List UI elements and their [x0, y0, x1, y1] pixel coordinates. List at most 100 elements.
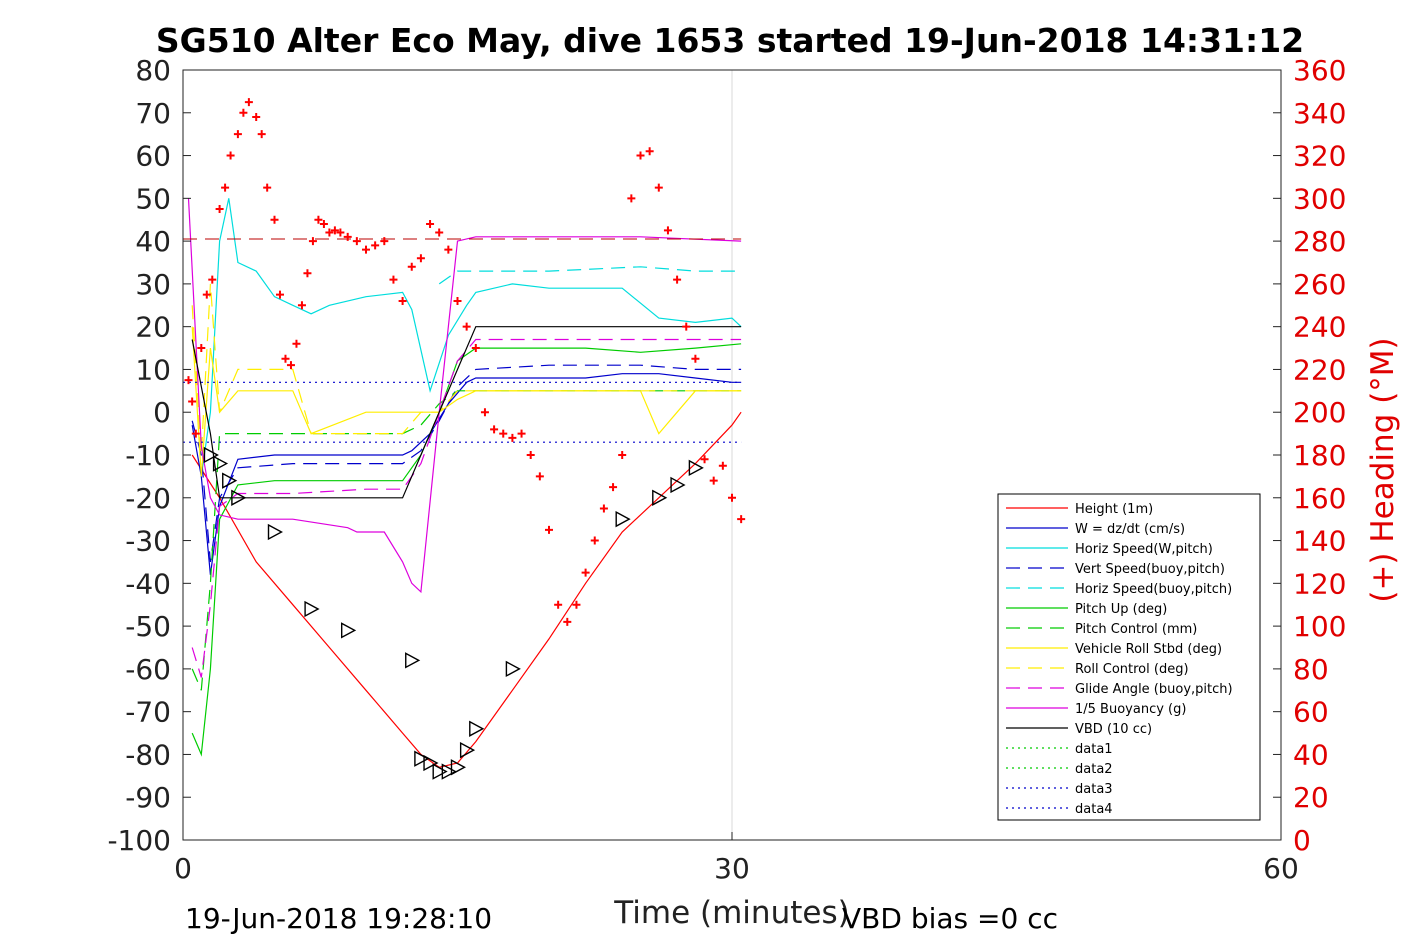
y2-tick-label: 200: [1293, 396, 1346, 429]
heading-marker: [581, 568, 590, 577]
heading-marker: [330, 226, 339, 235]
x-axis: 0 30 60: [174, 832, 1299, 885]
y-tick-label: -60: [125, 653, 171, 686]
x-tick-label: 30: [714, 852, 750, 885]
heading-marker: [352, 237, 361, 246]
footer-vbd-bias: VBD bias =0 cc: [842, 902, 1058, 935]
legend-label: Roll Control (deg): [1075, 662, 1189, 677]
heading-marker: [490, 425, 499, 434]
y2-tick-label: 340: [1293, 97, 1346, 130]
y-tick-label: -10: [125, 439, 171, 472]
heading-marker: [471, 344, 480, 353]
heading-marker: [281, 354, 290, 363]
y2-tick-label: 0: [1293, 824, 1311, 857]
heading-marks: [184, 98, 746, 626]
y2-tick-label: 120: [1293, 567, 1346, 600]
heading-marker: [257, 130, 266, 139]
triangle-marker: [341, 622, 357, 639]
y-tick-label: -50: [125, 610, 171, 643]
y-tick-label: -80: [125, 738, 171, 771]
legend-label: W = dz/dt (cm/s): [1075, 522, 1185, 537]
y2-tick-label: 160: [1293, 482, 1346, 515]
y-tick-label: -70: [125, 696, 171, 729]
y-tick-label: -20: [125, 482, 171, 515]
legend-label: Horiz Speed(buoy,pitch): [1075, 582, 1232, 597]
legend-label: Horiz Speed(W,pitch): [1075, 542, 1213, 557]
legend-label: data4: [1075, 802, 1113, 817]
triangle-marker: [670, 476, 686, 494]
legend-label: Pitch Control (mm): [1075, 622, 1197, 637]
y2-tick-label: 220: [1293, 353, 1346, 386]
heading-marker: [572, 600, 581, 609]
heading-marker: [184, 376, 193, 385]
series-line-2: [200, 198, 742, 477]
triangle-marker: [459, 741, 476, 759]
triangle-marker: [423, 754, 439, 772]
series-line-8: [191, 283, 742, 456]
y2-tick-label: 60: [1293, 696, 1329, 729]
legend-label: 1/5 Buoyancy (g): [1075, 702, 1186, 717]
heading-marker: [325, 228, 334, 237]
heading-marker: [728, 493, 736, 502]
heading-marker: [221, 183, 230, 192]
heading-marker: [252, 113, 261, 122]
triangle-marker: [304, 600, 320, 618]
y-tick-label: -30: [125, 525, 171, 558]
y2-tick-label: 320: [1293, 140, 1346, 173]
legend-label: VBD (10 cc): [1075, 722, 1152, 737]
heading-marker: [380, 237, 389, 246]
y-tick-label: -90: [125, 781, 171, 814]
y2-tick-label: 280: [1293, 225, 1346, 258]
heading-marker: [416, 254, 425, 263]
heading-marker: [508, 433, 517, 442]
heading-marker: [517, 429, 526, 438]
heading-marker: [314, 215, 323, 224]
y2-tick-label: 140: [1293, 525, 1346, 558]
heading-marker: [563, 617, 572, 626]
y-tick-label: 70: [135, 97, 171, 130]
y2-tick-label: 20: [1293, 781, 1329, 814]
heading-marker: [292, 339, 301, 348]
heading-marker: [343, 232, 352, 241]
x-tick-label: 60: [1263, 852, 1299, 885]
triangle-marker: [652, 489, 668, 506]
heading-marker: [297, 301, 306, 310]
heading-marker: [691, 354, 700, 363]
legend-label: data1: [1075, 742, 1113, 757]
heading-marker: [453, 297, 462, 305]
y-tick-label: -100: [107, 824, 171, 857]
x-tick-label: 0: [174, 852, 192, 885]
heading-marker: [709, 476, 718, 485]
x-axis-label: Time (minutes): [613, 895, 849, 931]
series-line-11: [191, 326, 742, 499]
heading-marker: [554, 600, 563, 609]
heading-marker: [526, 451, 535, 459]
triangle-marker: [441, 763, 457, 780]
y-tick-label: -40: [125, 567, 171, 600]
heading-marker: [599, 504, 608, 513]
heading-marker: [590, 536, 599, 545]
y2-tick-label: 80: [1293, 653, 1329, 686]
heading-marker: [654, 183, 663, 192]
heading-marker: [362, 245, 370, 254]
heading-marker: [303, 269, 312, 278]
heading-marker: [233, 130, 242, 139]
heading-marker: [308, 237, 317, 246]
legend-label: data3: [1075, 782, 1113, 797]
heading-marker: [197, 344, 206, 353]
heading-marker: [188, 397, 197, 406]
heading-marker: [609, 483, 618, 492]
heading-marker: [673, 275, 682, 284]
heading-marker: [426, 220, 435, 228]
triangle-marker: [405, 652, 421, 669]
heading-marker: [444, 245, 453, 254]
triangle-marker: [469, 720, 485, 737]
heading-marker: [682, 322, 691, 331]
heading-marker: [663, 226, 672, 235]
heading-marker: [226, 151, 235, 160]
heading-marker: [499, 429, 508, 438]
y-tick-label: 10: [135, 353, 171, 386]
heading-marker: [286, 361, 295, 370]
heading-marker: [700, 455, 709, 464]
